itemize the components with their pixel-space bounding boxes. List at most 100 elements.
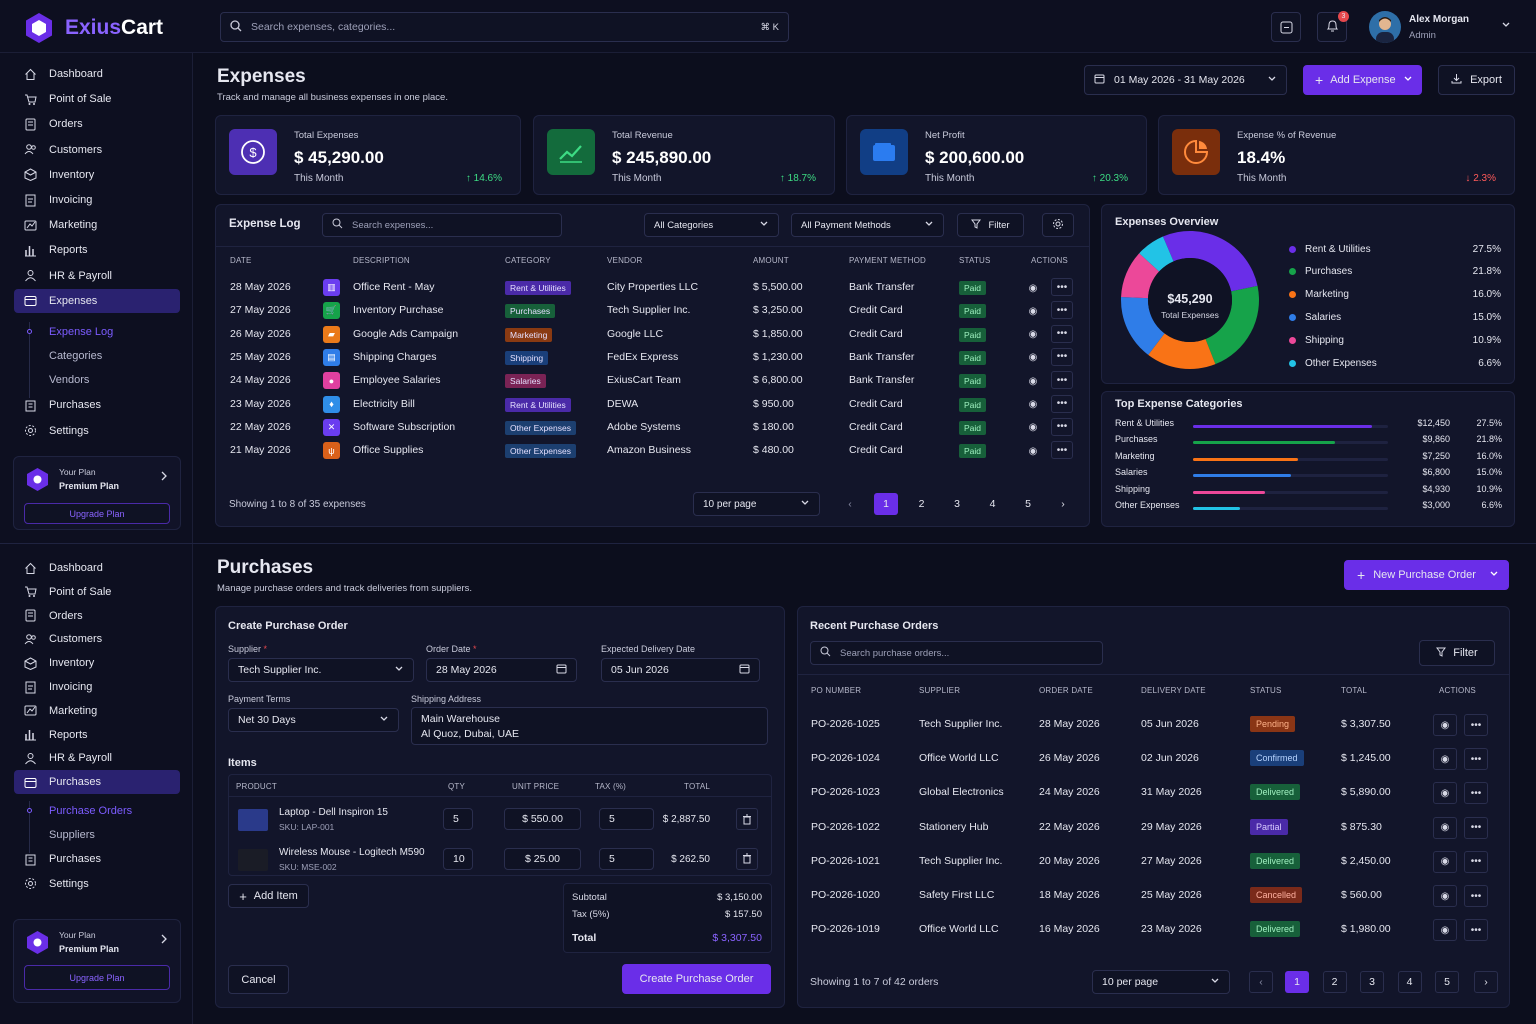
eye-icon[interactable]: ◉	[1028, 352, 1038, 364]
sidebar1-item-invoicing[interactable]: Invoicing	[14, 188, 180, 212]
page-button[interactable]: 1	[1285, 971, 1309, 993]
chevron-down-icon[interactable]	[1501, 20, 1511, 33]
page-button[interactable]: 5	[1025, 498, 1031, 510]
unit-price-input[interactable]: $ 25.00	[504, 847, 581, 870]
sidebar2-item-dashboard[interactable]: Dashboard	[14, 556, 180, 580]
page-button[interactable]: 4	[1397, 971, 1422, 993]
more-icon[interactable]: •••	[1464, 714, 1488, 736]
chevron-right-icon[interactable]	[160, 471, 168, 484]
more-icon[interactable]: •••	[1464, 885, 1488, 907]
sidebar2-item-settings-1[interactable]: Settings	[14, 872, 180, 896]
sidebar2-item-hr-payroll[interactable]: HR & Payroll	[14, 746, 180, 770]
upgrade-plan-button[interactable]: Upgrade Plan	[24, 503, 170, 524]
expense-per-page-select[interactable]: 10 per page	[693, 492, 820, 516]
page-button[interactable]: 5	[1435, 971, 1459, 993]
sidebar1-item-purchases-0[interactable]: Purchases	[14, 393, 180, 417]
settings-button[interactable]	[1042, 213, 1074, 237]
tax-input[interactable]: 5	[599, 808, 654, 830]
eye-icon[interactable]: ◉	[1028, 305, 1038, 317]
next-page-button[interactable]: ›	[1061, 498, 1065, 510]
more-icon[interactable]: •••	[1051, 371, 1073, 390]
more-icon[interactable]: •••	[1051, 278, 1073, 296]
sidebar2-item-purchases-0[interactable]: Purchases	[14, 847, 180, 871]
cancel-button[interactable]: Cancel	[228, 965, 289, 994]
eye-icon[interactable]: ◉	[1028, 282, 1038, 294]
table-row[interactable]: 23 May 2026 ♦ Electricity Bill Rent & Ut…	[215, 393, 1090, 416]
page-button[interactable]: 3	[954, 498, 960, 510]
sidebar2-item-purchases[interactable]: Purchases	[14, 770, 180, 795]
prev-page-button[interactable]: ‹	[1249, 971, 1273, 993]
po-search-input[interactable]: Search purchase orders...	[810, 641, 1103, 665]
avatar[interactable]	[1369, 11, 1401, 43]
trash-icon[interactable]	[736, 808, 758, 830]
expense-search-input[interactable]: Search expenses...	[322, 213, 562, 237]
table-row[interactable]: 27 May 2026 🛒 Inventory Purchase Purchas…	[215, 299, 1090, 322]
more-icon[interactable]: •••	[1464, 919, 1488, 942]
unit-price-input[interactable]: $ 550.00	[504, 808, 581, 830]
shipping-address-input[interactable]: Main Warehouse Al Quoz, Dubai, UAE	[411, 707, 768, 745]
more-icon[interactable]: •••	[1051, 441, 1073, 460]
eye-icon[interactable]: ◉	[1433, 748, 1457, 771]
export-button[interactable]: Export	[1438, 65, 1515, 95]
sidebar2-sub-purchase-orders[interactable]: Purchase Orders	[49, 805, 133, 817]
more-icon[interactable]: •••	[1051, 301, 1073, 320]
qty-input[interactable]: 5	[443, 808, 473, 830]
upgrade-plan-button[interactable]: Upgrade Plan	[24, 965, 170, 990]
table-row[interactable]: 26 May 2026 ▰ Google Ads Campaign Market…	[215, 323, 1090, 346]
page-button[interactable]: 4	[989, 498, 996, 510]
page-button[interactable]: 3	[1360, 971, 1384, 993]
eye-icon[interactable]: ◉	[1433, 850, 1457, 873]
table-row[interactable]: 28 May 2026 ▥ Office Rent - May Rent & U…	[215, 276, 1090, 299]
table-row[interactable]: 25 May 2026 ▤ Shipping Charges Shipping …	[215, 346, 1090, 369]
more-icon[interactable]: •••	[1051, 324, 1073, 343]
page-button[interactable]: 1	[874, 493, 898, 515]
sidebar2-item-reports[interactable]: Reports	[14, 723, 180, 747]
sidebar1-item-marketing[interactable]: Marketing	[14, 213, 180, 237]
eye-icon[interactable]: ◉	[1028, 422, 1038, 434]
table-row[interactable]: PO-2026-1022 Stationery Hub 22 May 2026 …	[798, 816, 1509, 841]
table-row[interactable]: PO-2026-1025 Tech Supplier Inc. 28 May 2…	[798, 714, 1509, 738]
eye-icon[interactable]: ◉	[1028, 399, 1038, 410]
eye-icon[interactable]: ◉	[1028, 375, 1038, 387]
sidebar1-item-dashboard[interactable]: Dashboard	[14, 62, 180, 86]
add-item-button[interactable]: + Add Item	[228, 884, 309, 908]
sidebar2-sub-suppliers[interactable]: Suppliers	[49, 829, 95, 841]
eye-icon[interactable]: ◉	[1433, 885, 1457, 907]
trash-icon[interactable]	[736, 847, 758, 870]
sidebar1-sub-categories[interactable]: Categories	[49, 350, 103, 362]
scan-button[interactable]	[1271, 12, 1301, 42]
eye-icon[interactable]: ◉	[1433, 816, 1457, 839]
eye-icon[interactable]: ◉	[1028, 445, 1038, 457]
sidebar1-sub-expense-log[interactable]: Expense Log	[49, 326, 114, 338]
sidebar1-item-inventory[interactable]: Inventory	[14, 163, 180, 187]
more-icon[interactable]: •••	[1464, 782, 1488, 805]
sidebar1-sub-vendors[interactable]: Vendors	[49, 374, 90, 386]
sidebar1-item-customers[interactable]: Customers	[14, 138, 180, 162]
sidebar2-item-marketing[interactable]: Marketing	[14, 699, 180, 723]
more-icon[interactable]: •••	[1051, 394, 1073, 413]
more-icon[interactable]: •••	[1051, 347, 1073, 366]
eye-icon[interactable]: ◉	[1433, 919, 1457, 942]
create-purchase-order-button[interactable]: Create Purchase Order	[622, 964, 771, 994]
tax-input[interactable]: 5	[599, 847, 654, 870]
chevron-right-icon[interactable]	[160, 934, 168, 947]
more-icon[interactable]: •••	[1464, 748, 1488, 771]
expected-date-input[interactable]: 05 Jun 2026	[601, 658, 760, 682]
supplier-select[interactable]: Tech Supplier Inc.	[228, 658, 414, 682]
page-button[interactable]: 2	[1322, 971, 1347, 993]
table-row[interactable]: PO-2026-1020 Safety First LLC 18 May 202…	[798, 885, 1509, 909]
sidebar1-item-reports[interactable]: Reports	[14, 238, 180, 262]
table-row[interactable]: PO-2026-1019 Office World LLC 16 May 202…	[798, 919, 1509, 943]
sidebar2-item-orders[interactable]: Orders	[14, 604, 180, 628]
table-row[interactable]: PO-2026-1023 Global Electronics 24 May 2…	[798, 782, 1509, 806]
sidebar1-item-settings-1[interactable]: Settings	[14, 419, 180, 443]
new-purchase-order-button[interactable]: + New Purchase Order	[1344, 560, 1509, 590]
global-search-input[interactable]: Search expenses, categories... ⌘ K	[220, 12, 789, 42]
payment-terms-select[interactable]: Net 30 Days	[228, 708, 399, 732]
page-button[interactable]: 2	[918, 498, 925, 510]
more-icon[interactable]: •••	[1464, 816, 1488, 839]
prev-page-button[interactable]: ‹	[848, 498, 852, 510]
table-row[interactable]: 22 May 2026 ✕ Software Subscription Othe…	[215, 416, 1090, 439]
add-expense-button[interactable]: + Add Expense	[1303, 65, 1422, 95]
more-icon[interactable]: •••	[1051, 417, 1073, 436]
